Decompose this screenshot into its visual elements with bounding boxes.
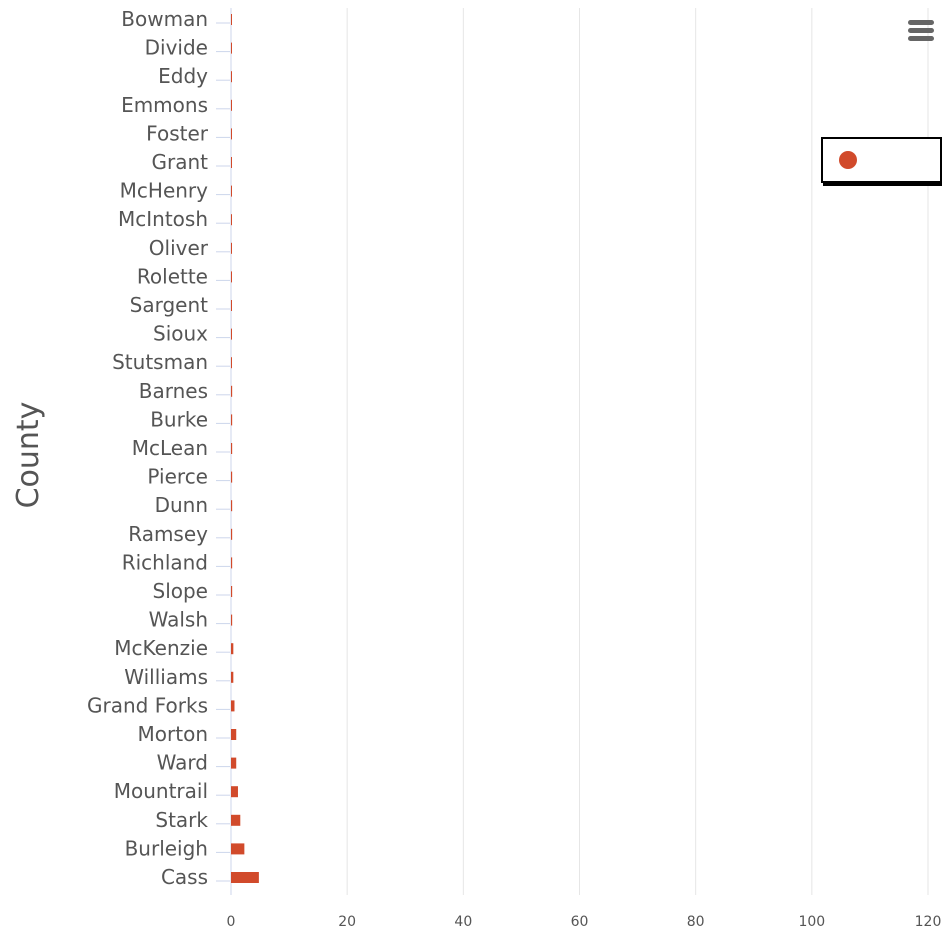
- bar[interactable]: [231, 328, 232, 340]
- y-tick-label: Grant: [152, 150, 209, 174]
- bar[interactable]: [231, 814, 241, 826]
- bar[interactable]: [231, 157, 232, 168]
- y-axis: Bowman Divide Eddy Emmons Foster Grant McHenry…: [87, 7, 230, 889]
- y-tick-label: Richland: [122, 550, 208, 574]
- y-tick-label: Williams: [124, 665, 208, 689]
- bar[interactable]: [231, 300, 232, 311]
- y-tick-label: Burleigh: [125, 836, 208, 860]
- bar[interactable]: [231, 471, 233, 483]
- x-tick-label: 80: [687, 914, 705, 930]
- y-tick-label: Emmons: [121, 93, 208, 117]
- y-tick-label: Ramsey: [128, 522, 208, 546]
- bar[interactable]: [231, 786, 238, 798]
- bar[interactable]: [231, 71, 232, 83]
- x-tick-label: 120: [915, 914, 942, 930]
- y-tick-label: McKenzie: [114, 636, 208, 660]
- y-tick-label: McHenry: [120, 179, 208, 203]
- bar[interactable]: [231, 443, 233, 454]
- bar[interactable]: [231, 614, 233, 626]
- bar[interactable]: [231, 128, 232, 140]
- y-tick-label: Bowman: [121, 7, 208, 31]
- x-tick-label: 0: [227, 914, 236, 930]
- bar[interactable]: [231, 185, 232, 197]
- x-tick-label: 20: [338, 914, 356, 930]
- bar[interactable]: [231, 242, 232, 254]
- y-tick-label: Burke: [150, 407, 208, 431]
- bar[interactable]: [231, 729, 237, 740]
- y-tick-label: Cass: [161, 865, 208, 889]
- y-tick-label: Morton: [138, 722, 208, 746]
- y-tick-label: Rolette: [137, 264, 208, 288]
- bar[interactable]: [231, 14, 232, 25]
- bar[interactable]: [231, 671, 234, 683]
- y-tick-label: Sioux: [153, 322, 208, 346]
- x-tick-label: 40: [454, 914, 472, 930]
- y-tick-label: Slope: [153, 579, 209, 603]
- bar[interactable]: [231, 557, 233, 569]
- bar[interactable]: [231, 414, 233, 426]
- chart-menu-button[interactable]: [900, 14, 940, 48]
- y-tick-label: Mountrail: [114, 779, 208, 803]
- y-tick-label: Stark: [155, 808, 208, 832]
- legend[interactable]: [821, 137, 942, 183]
- bar[interactable]: [231, 843, 245, 855]
- hamburger-menu-icon: [908, 20, 934, 25]
- y-tick-label: McLean: [132, 436, 208, 460]
- bar[interactable]: [231, 271, 232, 283]
- y-tick-label: Walsh: [149, 608, 208, 632]
- y-tick-label: Eddy: [158, 64, 208, 88]
- bar[interactable]: [231, 99, 232, 111]
- bar[interactable]: [231, 500, 233, 512]
- y-tick-label: Dunn: [155, 493, 208, 517]
- y-tick-label: Barnes: [139, 379, 208, 403]
- bar[interactable]: [231, 872, 259, 883]
- y-tick-label: Grand Forks: [87, 693, 208, 717]
- y-tick-label: Divide: [145, 36, 208, 60]
- bar[interactable]: [231, 643, 234, 655]
- x-tick-label: 60: [571, 914, 589, 930]
- legend-marker-icon: [839, 151, 857, 169]
- y-tick-label: Stutsman: [112, 350, 208, 374]
- y-tick-label: Foster: [146, 121, 209, 145]
- bar[interactable]: [231, 586, 233, 597]
- bar[interactable]: [231, 385, 233, 397]
- y-axis-title: County: [11, 402, 46, 509]
- y-tick-label: Oliver: [149, 236, 209, 260]
- x-axis: 0 20 40 60 80 100 120: [227, 914, 942, 930]
- bar[interactable]: [231, 214, 232, 226]
- bar[interactable]: [231, 357, 232, 369]
- bar[interactable]: [231, 757, 237, 769]
- y-tick-label: Ward: [157, 751, 208, 775]
- y-tick-label: Pierce: [147, 465, 208, 489]
- x-tick-label: 100: [798, 914, 825, 930]
- y-tick-label: McIntosh: [118, 207, 208, 231]
- bars: [231, 14, 259, 883]
- bar[interactable]: [231, 528, 233, 540]
- bar[interactable]: [231, 700, 235, 712]
- bar[interactable]: [231, 42, 232, 54]
- y-tick-label: Sargent: [130, 293, 208, 317]
